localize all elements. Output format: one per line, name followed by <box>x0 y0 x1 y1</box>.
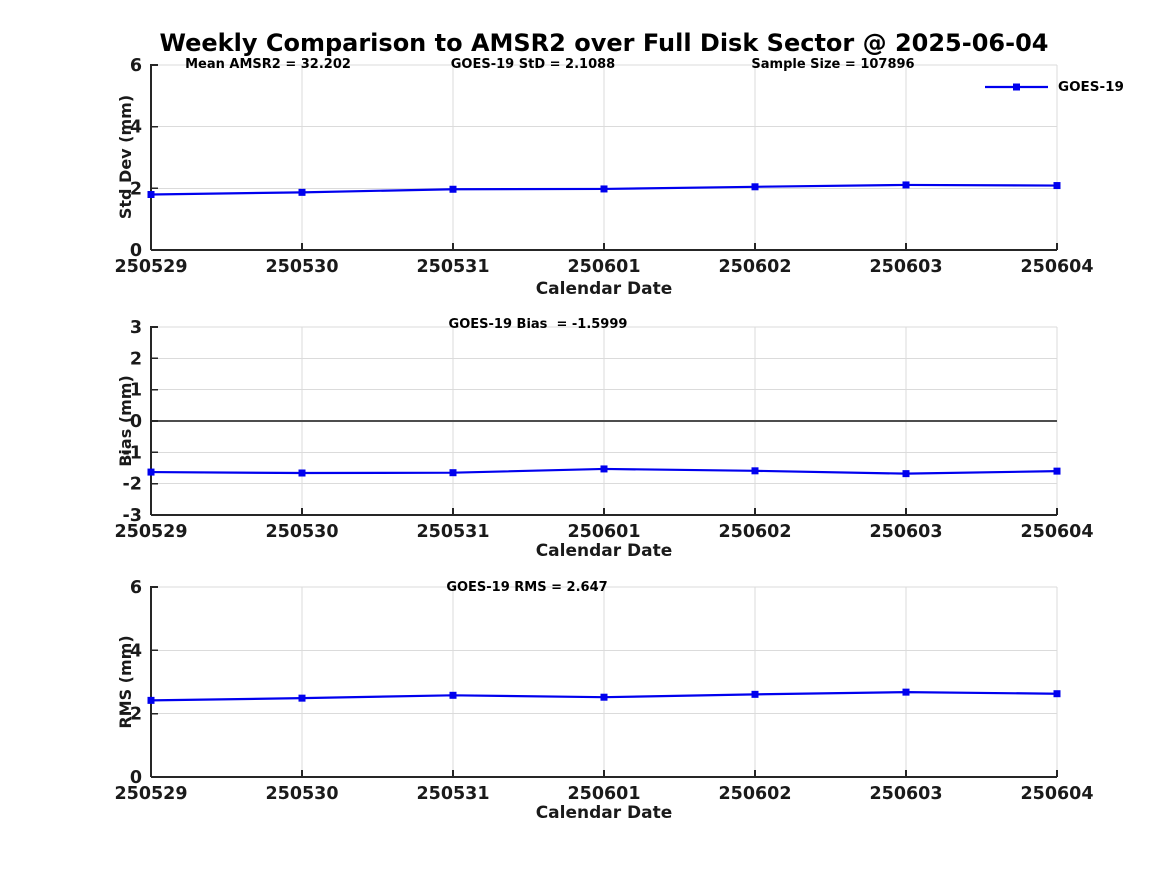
y-tick-label: 4 <box>130 641 142 661</box>
x-tick-label: 250603 <box>869 522 942 542</box>
data-marker <box>751 183 759 191</box>
legend-label: GOES-19 <box>1058 79 1124 95</box>
x-tick-label: 250604 <box>1020 257 1093 277</box>
y-tick-label: 0 <box>130 412 142 432</box>
y-tick-label: -1 <box>123 443 142 463</box>
data-marker <box>751 467 759 475</box>
y-tick-label: 6 <box>130 578 142 598</box>
x-tick-label: 250531 <box>416 257 489 277</box>
data-marker <box>298 694 306 702</box>
x-tick-label: 250602 <box>718 257 791 277</box>
plot2-x-axis-label: Calendar Date <box>535 541 673 561</box>
data-marker <box>600 693 608 701</box>
plot1-y-axis-label: Std Dev (mm) <box>116 94 135 220</box>
data-marker <box>600 465 608 473</box>
plot2-y-axis-label: Bias (mm) <box>116 375 135 467</box>
y-tick-label: 0 <box>130 768 142 788</box>
data-marker <box>298 188 306 196</box>
x-tick-label: 250602 <box>718 784 791 804</box>
plot2-annotation-goes19-bias: GOES-19 Bias = -1.5999 <box>448 317 628 332</box>
data-marker <box>902 181 910 189</box>
x-tick-label: 250603 <box>869 784 942 804</box>
data-marker <box>1053 467 1061 475</box>
x-tick-label: 250530 <box>265 522 338 542</box>
plot3-annotation-goes19-rms: GOES-19 RMS = 2.647 <box>446 580 608 595</box>
y-tick-label: 3 <box>130 318 142 338</box>
data-marker <box>147 468 155 476</box>
y-tick-label: -3 <box>123 506 142 526</box>
plot3-x-axis-label: Calendar Date <box>535 803 673 823</box>
x-tick-label: 250530 <box>265 257 338 277</box>
x-tick-label: 250603 <box>869 257 942 277</box>
data-marker <box>600 185 608 193</box>
data-marker <box>902 470 910 478</box>
x-tick-label: 250601 <box>567 522 640 542</box>
x-tick-label: 250531 <box>416 784 489 804</box>
x-tick-label: 250604 <box>1020 522 1093 542</box>
plot1-x-axis-label: Calendar Date <box>535 279 673 299</box>
x-tick-label: 250529 <box>114 257 187 277</box>
data-marker <box>449 691 457 699</box>
x-tick-label: 250531 <box>416 522 489 542</box>
y-tick-label: 2 <box>130 179 142 199</box>
x-tick-label: 250601 <box>567 257 640 277</box>
x-tick-label: 250529 <box>114 522 187 542</box>
data-marker <box>449 469 457 477</box>
data-marker <box>751 690 759 698</box>
y-tick-label: 2 <box>130 705 142 725</box>
plot1-annotation-mean-amsr2: Mean AMSR2 = 32.202 <box>185 57 351 72</box>
x-tick-label: 250529 <box>114 784 187 804</box>
y-tick-label: 4 <box>130 118 142 138</box>
plot3-y-axis-label: RMS (mm) <box>116 635 135 729</box>
y-tick-label: 0 <box>130 241 142 261</box>
y-tick-label: -2 <box>123 475 142 495</box>
data-marker <box>449 185 457 193</box>
y-tick-label: 6 <box>130 56 142 76</box>
plot1-annotation-goes19-std: GOES-19 StD = 2.1088 <box>450 57 616 72</box>
y-tick-label: 2 <box>130 349 142 369</box>
data-marker <box>1053 690 1061 698</box>
y-tick-label: 1 <box>130 381 142 401</box>
data-marker <box>147 191 155 198</box>
x-tick-label: 250530 <box>265 784 338 804</box>
plot1-annotation-sample-size: Sample Size = 107896 <box>751 57 915 72</box>
data-marker <box>147 696 155 704</box>
x-tick-label: 250601 <box>567 784 640 804</box>
data-marker <box>1053 182 1061 190</box>
x-tick-label: 250604 <box>1020 784 1093 804</box>
chart-title: Weekly Comparison to AMSR2 over Full Dis… <box>159 29 1049 57</box>
legend-marker-sample <box>1013 83 1020 91</box>
data-marker <box>298 469 306 477</box>
x-tick-label: 250602 <box>718 522 791 542</box>
data-marker <box>902 688 910 696</box>
